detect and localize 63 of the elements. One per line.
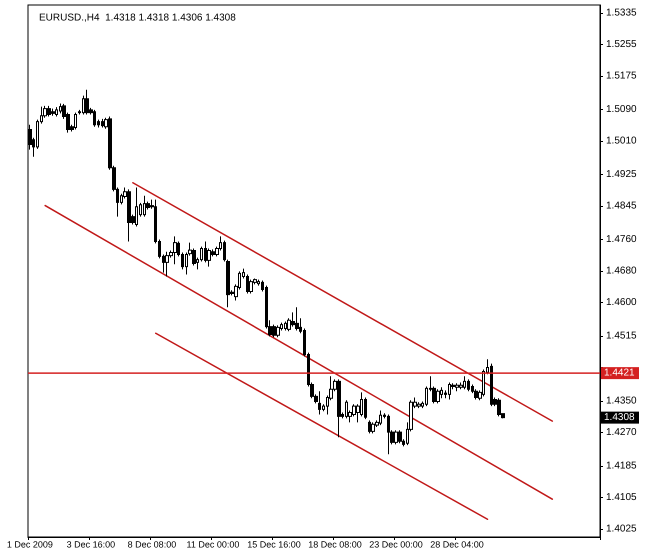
y-tick-label: 1.4350 [606, 396, 638, 407]
x-tick-label: 18 Dec 08:00 [308, 540, 362, 550]
candlestick [345, 400, 348, 419]
candlestick [74, 112, 77, 130]
x-tick-label: 1 Dec 2009 [6, 540, 53, 550]
candlestick [368, 420, 371, 434]
candlestick [436, 388, 440, 404]
x-tick-label: 3 Dec 16:00 [66, 540, 116, 550]
candlestick [101, 118, 104, 128]
y-tick-label: 1.4515 [606, 330, 638, 342]
candlestick [173, 236, 177, 265]
y-tick-label: 1.4185 [606, 460, 638, 472]
candlestick [417, 402, 421, 409]
candlestick [379, 410, 382, 426]
y-tick-label: 1.4845 [606, 200, 638, 212]
candlestick [276, 324, 280, 338]
candlestick [85, 89, 89, 116]
candlestick [463, 376, 466, 390]
candlestick [204, 240, 207, 263]
candlestick [474, 388, 478, 400]
candlestick [284, 320, 287, 332]
candlestick [497, 398, 501, 417]
y-tick-label: 1.5090 [606, 104, 638, 115]
candlestick [371, 422, 375, 434]
text: EURUSD.,H4 1.4318 1.4318 1.4306 1.4308 [39, 12, 236, 24]
y-tick-label: 1.5335 [606, 7, 638, 18]
candlestick [47, 105, 51, 118]
candlestick [394, 430, 398, 445]
x-tick-label: 23 Dec 00:00 [369, 540, 423, 550]
candlestick [318, 390, 321, 415]
annotation: 1.4308 [604, 412, 636, 424]
y-tick-label: 1.5010 [606, 135, 638, 146]
y-tick-label: 1.5175 [606, 70, 638, 82]
candlestick [93, 109, 96, 128]
candlestick [387, 414, 390, 455]
candlestick [467, 378, 470, 392]
candlestick [272, 324, 276, 338]
candlestick [337, 378, 341, 438]
y-tick-label: 1.4600 [606, 297, 638, 308]
candlestick [143, 195, 146, 218]
ref-line-label: 1.4421 [604, 368, 636, 379]
y-tick-label: 1.4760 [606, 234, 638, 245]
candlestick [135, 186, 138, 227]
candlestick [55, 106, 58, 118]
x-tick-label: 11 Dec 00:00 [186, 540, 240, 550]
candlestick [295, 306, 299, 332]
x-tick-label: 28 Dec 04:00 [430, 540, 484, 550]
y-tick-label: 1.4270 [606, 427, 638, 438]
y-tick-label: 1.4680 [606, 266, 638, 276]
candlestick [455, 382, 459, 392]
candlestick [398, 430, 402, 444]
y-tick-label: 1.4025 [606, 524, 638, 535]
y-tick-label: 1.4105 [606, 492, 638, 504]
y-tick-label: 1.5255 [606, 38, 638, 50]
candlestick [165, 251, 169, 278]
candlestick [448, 382, 451, 400]
candlestick [51, 108, 55, 116]
y-tick-label: 1.4925 [606, 168, 638, 180]
x-tick-label: 8 Dec 08:00 [128, 540, 176, 550]
candlestick [490, 363, 493, 407]
candlestick [291, 312, 295, 328]
x-tick-label: 15 Dec 16:00 [247, 540, 301, 550]
candlestick [127, 188, 131, 242]
